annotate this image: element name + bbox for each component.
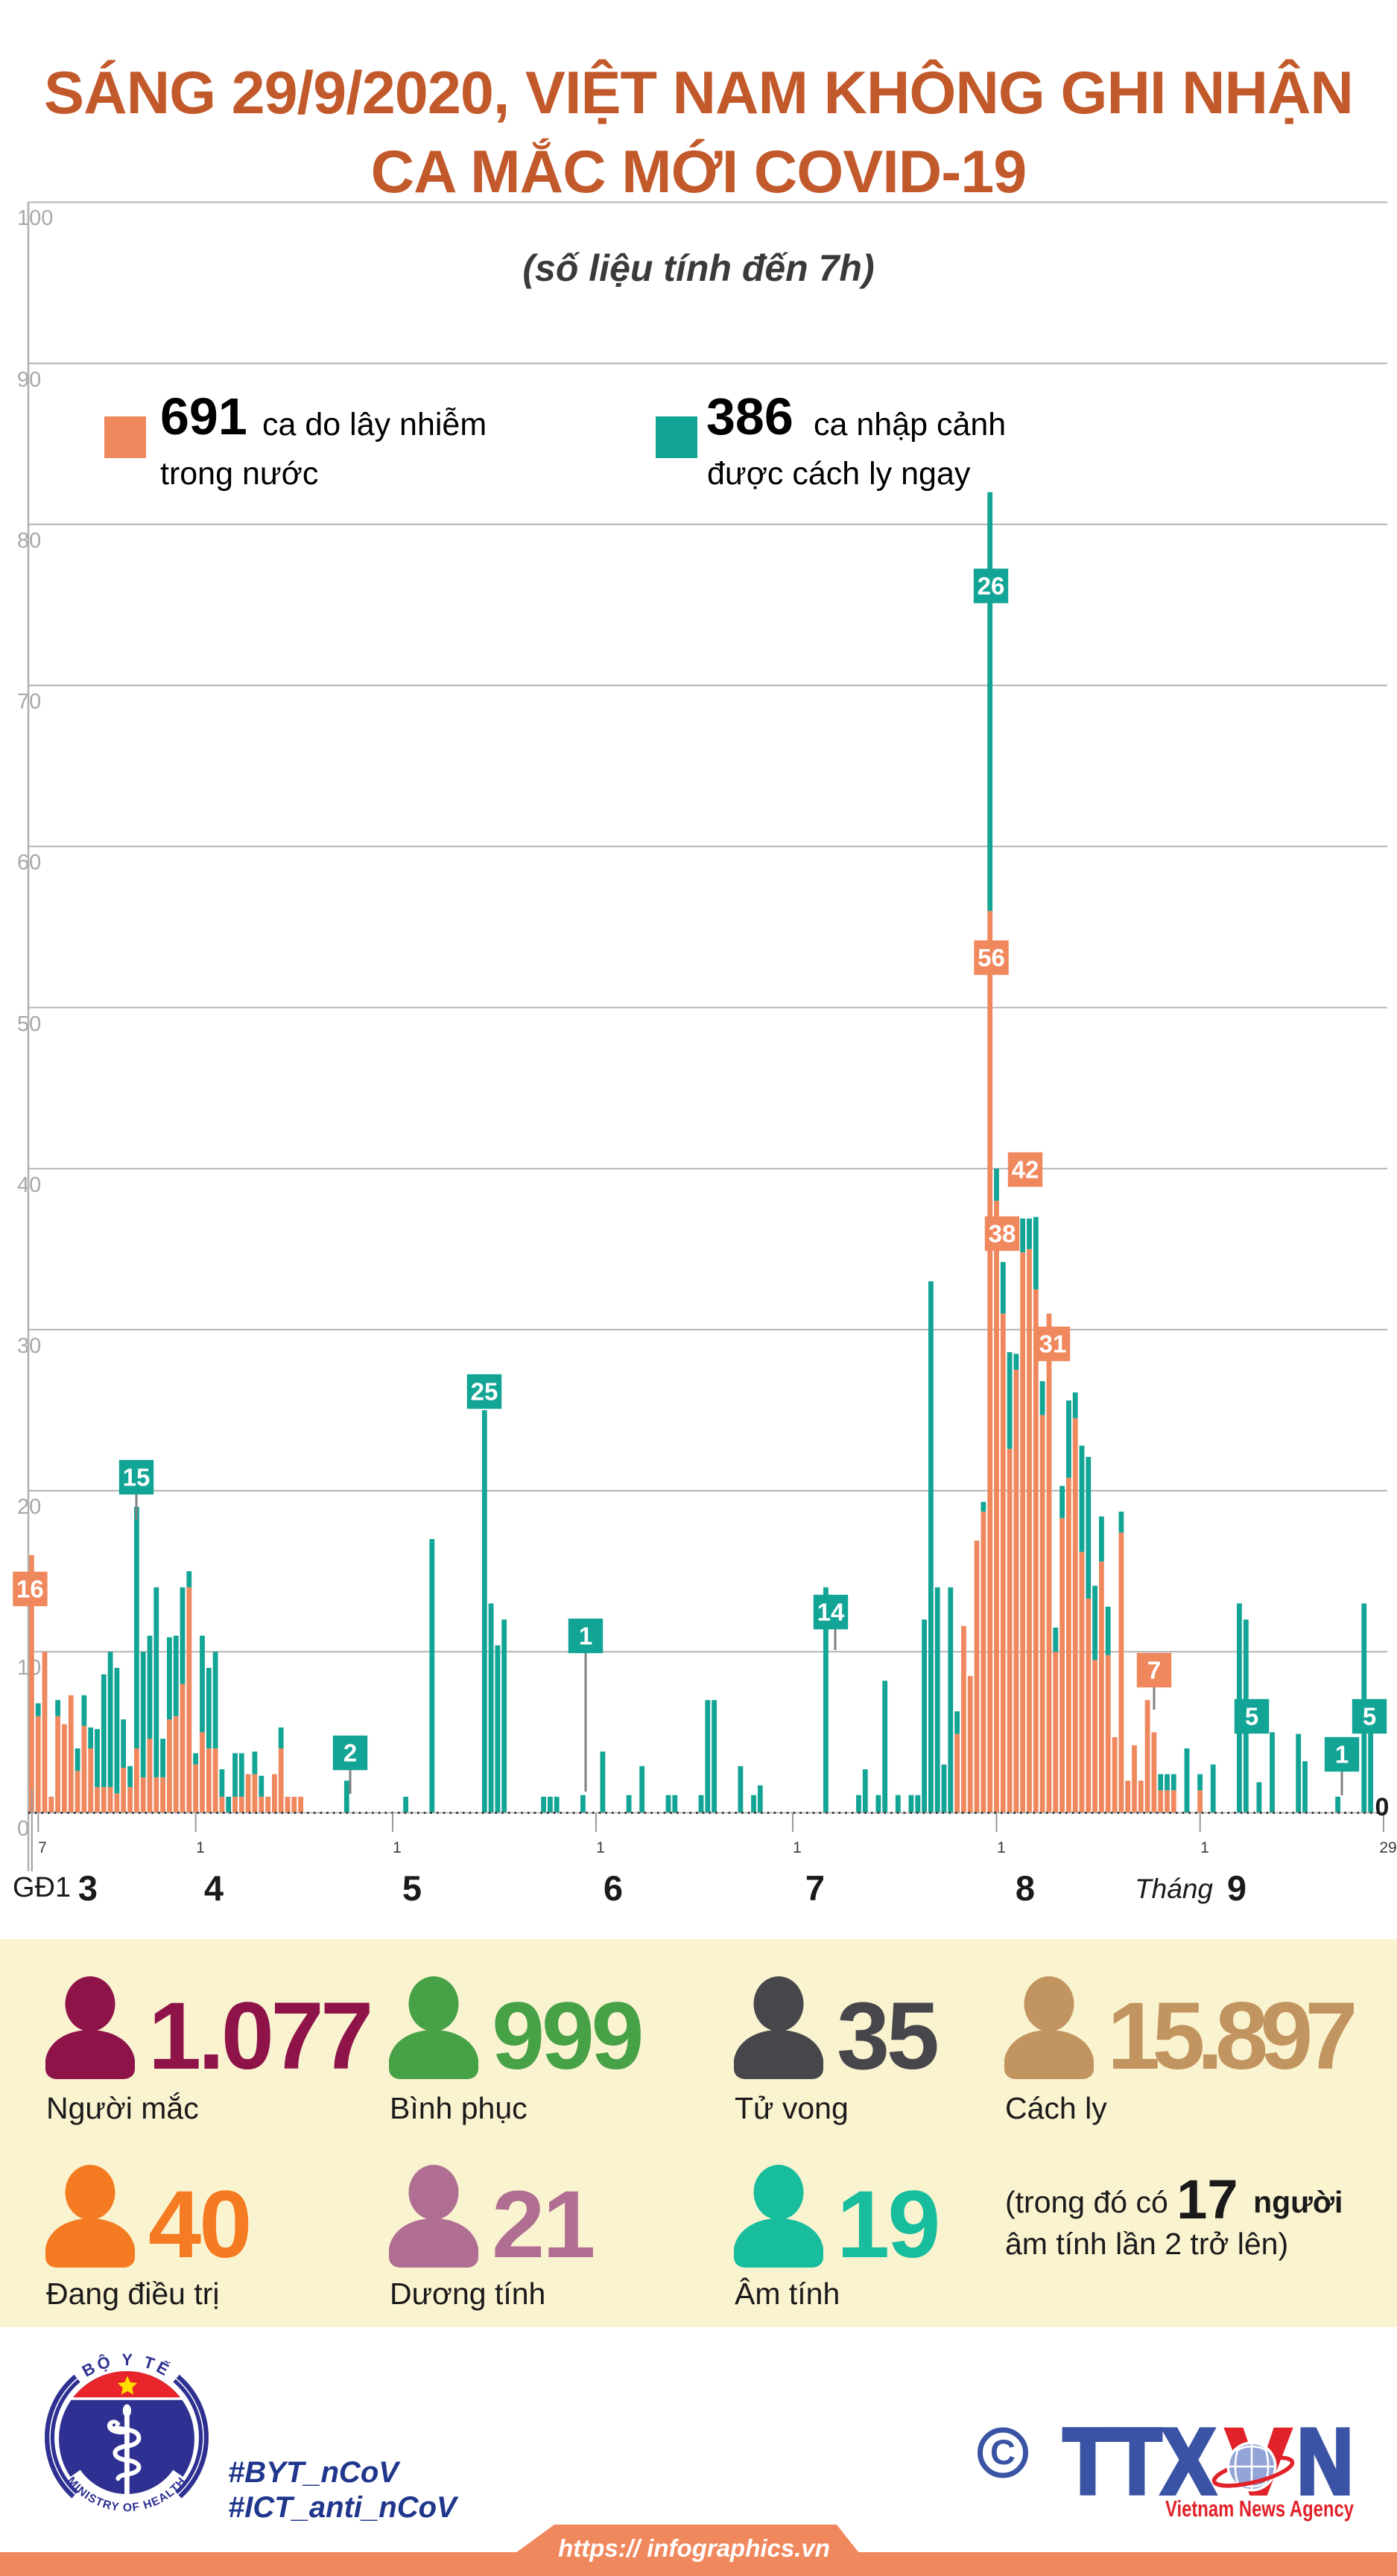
svg-text:100: 100: [17, 206, 53, 230]
svg-text:3: 3: [78, 1868, 98, 1908]
svg-text:C: C: [990, 2432, 1016, 2472]
svg-text:5: 5: [1363, 1703, 1376, 1730]
svg-text:1: 1: [196, 1839, 205, 1856]
svg-text:1: 1: [997, 1839, 1006, 1856]
svg-text:38: 38: [989, 1220, 1016, 1248]
svg-text:2: 2: [343, 1739, 357, 1767]
svg-text:4: 4: [204, 1868, 224, 1908]
svg-text:14: 14: [817, 1599, 845, 1626]
svg-text:7: 7: [1147, 1657, 1161, 1684]
svg-text:31: 31: [1039, 1330, 1067, 1358]
svg-text:0: 0: [17, 1817, 29, 1841]
svg-text:TTX: TTX: [1063, 2411, 1215, 2513]
svg-text:16: 16: [16, 1576, 44, 1603]
svg-text:7: 7: [805, 1868, 825, 1908]
svg-text:5: 5: [1245, 1703, 1258, 1730]
svg-text:15: 15: [123, 1464, 151, 1491]
svg-text:N: N: [1297, 2411, 1353, 2513]
svg-text:0: 0: [1375, 1793, 1390, 1821]
svg-text:1: 1: [1335, 1741, 1349, 1768]
svg-text:1: 1: [793, 1839, 802, 1856]
svg-text:7: 7: [38, 1839, 47, 1856]
svg-text:8: 8: [1016, 1868, 1035, 1908]
svg-text:1: 1: [596, 1839, 605, 1856]
svg-text:42: 42: [1012, 1156, 1039, 1184]
svg-text:1: 1: [1200, 1839, 1209, 1856]
svg-text:Tháng: Tháng: [1135, 1874, 1213, 1904]
svg-text:25: 25: [471, 1378, 498, 1406]
svg-text:5: 5: [402, 1868, 422, 1908]
svg-text:9: 9: [1227, 1868, 1246, 1908]
svg-text:Vietnam News Agency: Vietnam News Agency: [1165, 2496, 1355, 2522]
svg-text:1: 1: [579, 1622, 592, 1650]
svg-text:26: 26: [978, 572, 1005, 600]
svg-text:56: 56: [978, 944, 1005, 971]
svg-text:6: 6: [604, 1868, 623, 1908]
svg-text:GĐ1: GĐ1: [13, 1872, 71, 1903]
svg-text:29: 29: [1379, 1839, 1396, 1856]
svg-text:1: 1: [393, 1839, 402, 1856]
